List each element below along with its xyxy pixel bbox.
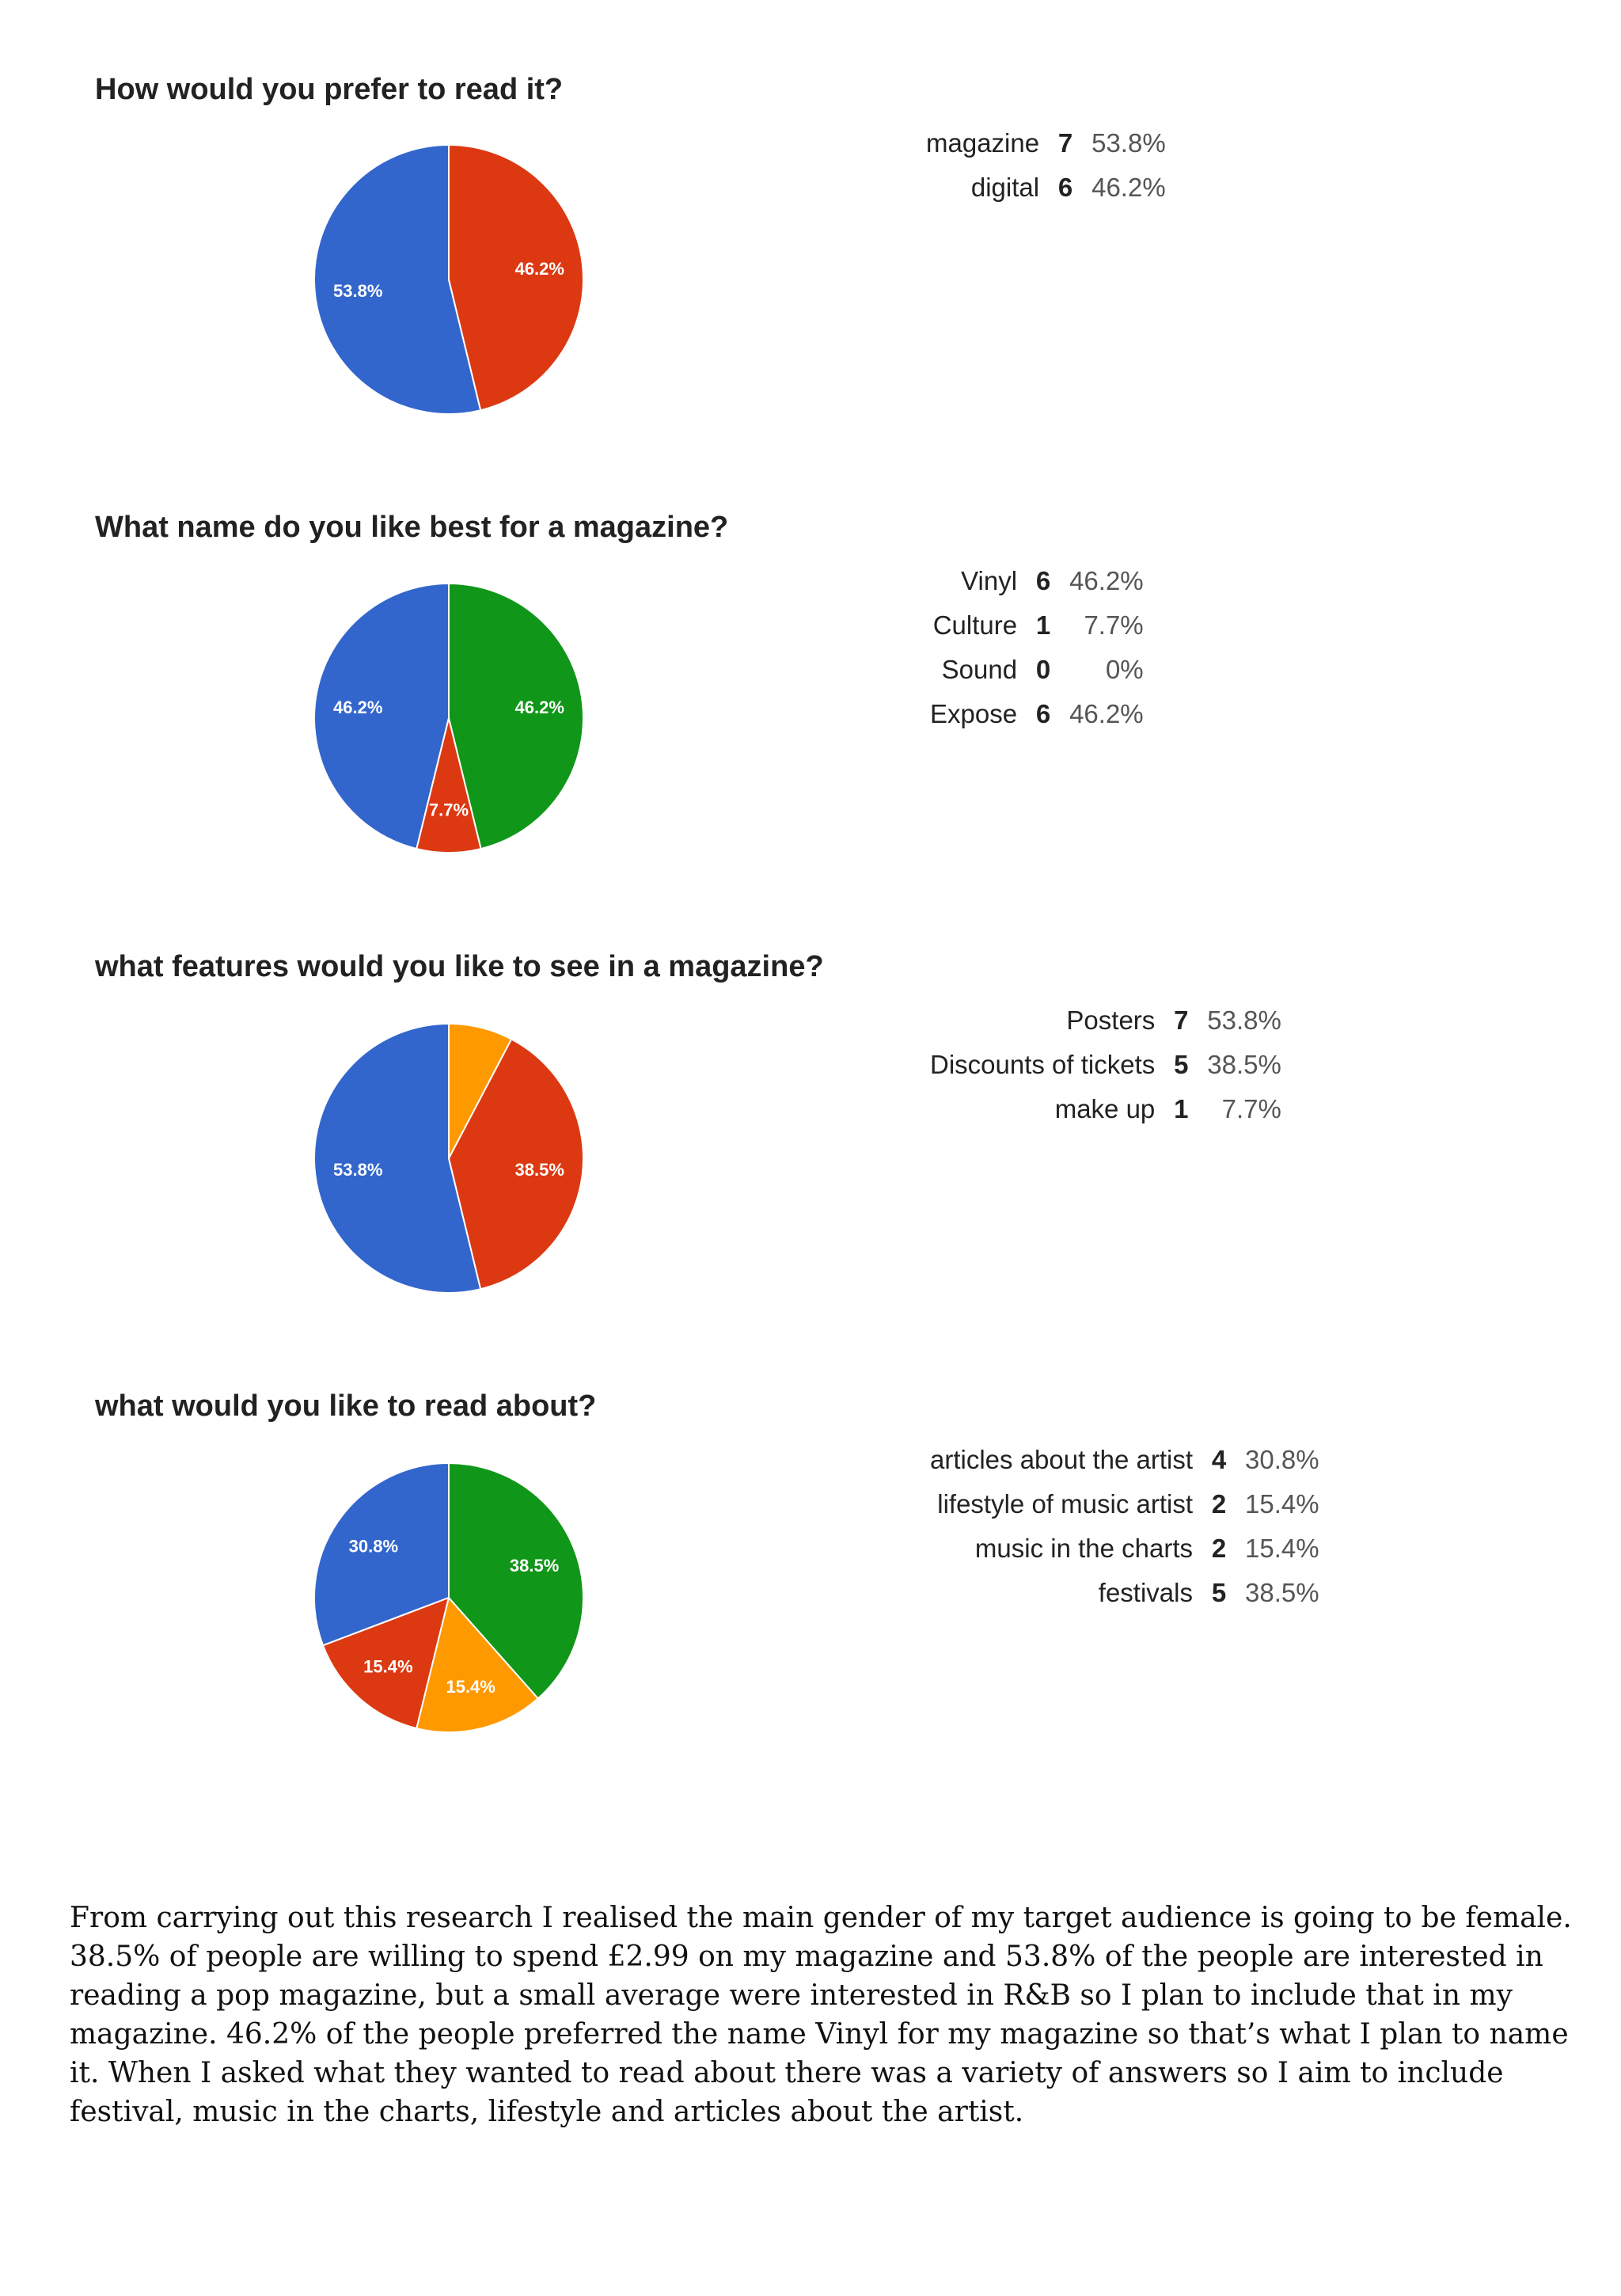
- legend-percent: 0%: [1105, 655, 1144, 684]
- pie-slice-label: 53.8%: [333, 281, 382, 301]
- pie-slice-label: 53.8%: [333, 1160, 382, 1180]
- legend-percent: 38.5%: [1207, 1050, 1281, 1079]
- legend-label: digital: [970, 173, 1040, 202]
- legend-percent: 7.7%: [1084, 610, 1144, 640]
- legend-row: make up 1 7.7%: [930, 1086, 1281, 1131]
- legend-row: music in the charts 2 15.4%: [930, 1526, 1319, 1570]
- legend-percent: 46.2%: [1069, 699, 1144, 728]
- legend-percent: 46.2%: [1069, 566, 1144, 595]
- pie-slice-expose: [448, 582, 584, 850]
- pie-slice-label: 15.4%: [446, 1677, 495, 1697]
- legend-count: 5: [1211, 1578, 1227, 1607]
- legend-count: 2: [1211, 1534, 1227, 1563]
- legend-percent: 15.4%: [1245, 1534, 1319, 1563]
- pie-slice-discounts-of-tickets: [447, 1038, 584, 1291]
- conclusion-line: From carrying out this research I realis…: [70, 1902, 1572, 1934]
- pie-slice-festivals: [448, 1462, 584, 1700]
- legend-percent: 38.5%: [1245, 1578, 1319, 1607]
- legend-count: 0: [1035, 655, 1051, 684]
- conclusion-paragraph: From carrying out this research I realis…: [70, 1899, 1574, 2131]
- pie-slice-label: 38.5%: [510, 1556, 559, 1576]
- legend-label: lifestyle of music artist: [937, 1489, 1193, 1519]
- chart-title: What name do you like best for a magazin…: [95, 511, 729, 544]
- pie-slice-label: 38.5%: [515, 1160, 564, 1180]
- pie-slice-label: 30.8%: [349, 1536, 398, 1556]
- legend-label: Expose: [930, 699, 1018, 728]
- pie-slice-label: 46.2%: [515, 698, 564, 717]
- legend-count: 1: [1035, 610, 1051, 640]
- legend-table-read-format: magazine 7 53.8% digital 6 46.2%: [926, 120, 1166, 209]
- chart-title: How would you prefer to read it?: [95, 73, 564, 106]
- legend-label: Posters: [1066, 1005, 1156, 1035]
- legend-table-features: Posters 7 53.8% Discounts of tickets 5 3…: [930, 998, 1281, 1131]
- legend-label: Discounts of tickets: [930, 1050, 1156, 1079]
- pie-chart-features: 53.8% 38.5%: [313, 1022, 584, 1294]
- conclusion-line: it. When I asked what they wanted to rea…: [70, 2057, 1504, 2089]
- pie-slice-articles-about-the-artist: [313, 1462, 450, 1647]
- pie-slice-label: 7.7%: [429, 800, 469, 820]
- legend-count: 6: [1035, 566, 1051, 595]
- legend-percent: 30.8%: [1245, 1445, 1319, 1474]
- pie-slice-label: 46.2%: [333, 698, 382, 717]
- legend-row: articles about the artist 4 30.8%: [930, 1437, 1319, 1481]
- legend-row: Sound 0 0%: [930, 647, 1144, 691]
- legend-count: 4: [1211, 1445, 1227, 1474]
- legend-label: magazine: [926, 128, 1040, 158]
- pie-chart-read-format: 53.8% 46.2%: [313, 143, 584, 415]
- legend-table-read-about: articles about the artist 4 30.8% lifest…: [930, 1437, 1319, 1614]
- legend-row: lifestyle of music artist 2 15.4%: [930, 1481, 1319, 1526]
- pie-slice-magazine: [313, 143, 482, 415]
- legend-row: Expose 6 46.2%: [930, 691, 1144, 736]
- legend-label: make up: [1054, 1094, 1156, 1123]
- legend-count: 1: [1174, 1094, 1189, 1123]
- legend-row: digital 6 46.2%: [926, 165, 1166, 209]
- conclusion-line: magazine. 46.2% of the people preferred …: [70, 2018, 1569, 2051]
- legend-row: Culture 1 7.7%: [930, 603, 1144, 647]
- conclusion-line: 38.5% of people are willing to spend £2.…: [70, 1941, 1543, 1973]
- legend-percent: 46.2%: [1091, 173, 1166, 202]
- legend-label: Vinyl: [961, 566, 1018, 595]
- legend-count: 5: [1174, 1050, 1189, 1079]
- pie-slice-lifestyle-of-music-artist: [321, 1596, 450, 1730]
- legend-label: festivals: [1098, 1578, 1193, 1607]
- pie-slice-music-in-the-charts: [416, 1595, 540, 1733]
- legend-count: 2: [1211, 1489, 1227, 1519]
- legend-percent: 53.8%: [1207, 1005, 1281, 1035]
- legend-row: Posters 7 53.8%: [930, 998, 1281, 1042]
- legend-row: magazine 7 53.8%: [926, 120, 1166, 165]
- pie-slice-label: 46.2%: [515, 259, 564, 279]
- legend-row: Vinyl 6 46.2%: [930, 558, 1144, 603]
- pie-slice-label: 15.4%: [363, 1657, 412, 1677]
- legend-label: music in the charts: [974, 1534, 1193, 1563]
- pie-chart-magazine-name: 46.2% 7.7% 46.2%: [313, 582, 584, 853]
- conclusion-line: festival, music in the charts, lifestyle…: [70, 2096, 1024, 2128]
- legend-table-magazine-name: Vinyl 6 46.2% Culture 1 7.7% Sound 0 0% …: [930, 558, 1144, 736]
- legend-row: Discounts of tickets 5 38.5%: [930, 1042, 1281, 1086]
- legend-count: 7: [1174, 1005, 1189, 1035]
- legend-label: Sound: [941, 655, 1018, 684]
- legend-percent: 15.4%: [1245, 1489, 1319, 1519]
- legend-count: 6: [1035, 699, 1051, 728]
- legend-count: 7: [1057, 128, 1073, 158]
- pie-slice-digital: [448, 143, 584, 412]
- legend-percent: 7.7%: [1221, 1094, 1281, 1123]
- legend-percent: 53.8%: [1091, 128, 1166, 158]
- legend-label: Culture: [932, 610, 1018, 640]
- legend-row: festivals 5 38.5%: [930, 1570, 1319, 1614]
- pie-slice-vinyl: [313, 582, 450, 850]
- chart-title: what features would you like to see in a…: [95, 950, 824, 983]
- pie-slice-posters: [313, 1022, 482, 1294]
- conclusion-line: reading a pop magazine, but a small aver…: [70, 1979, 1513, 2012]
- legend-count: 6: [1057, 173, 1073, 202]
- chart-title: what would you like to read about?: [95, 1389, 597, 1423]
- pie-chart-read-about: 30.8% 15.4% 15.4% 38.5%: [313, 1462, 584, 1733]
- legend-label: articles about the artist: [930, 1445, 1193, 1474]
- pie-slice-make-up: [448, 1022, 513, 1159]
